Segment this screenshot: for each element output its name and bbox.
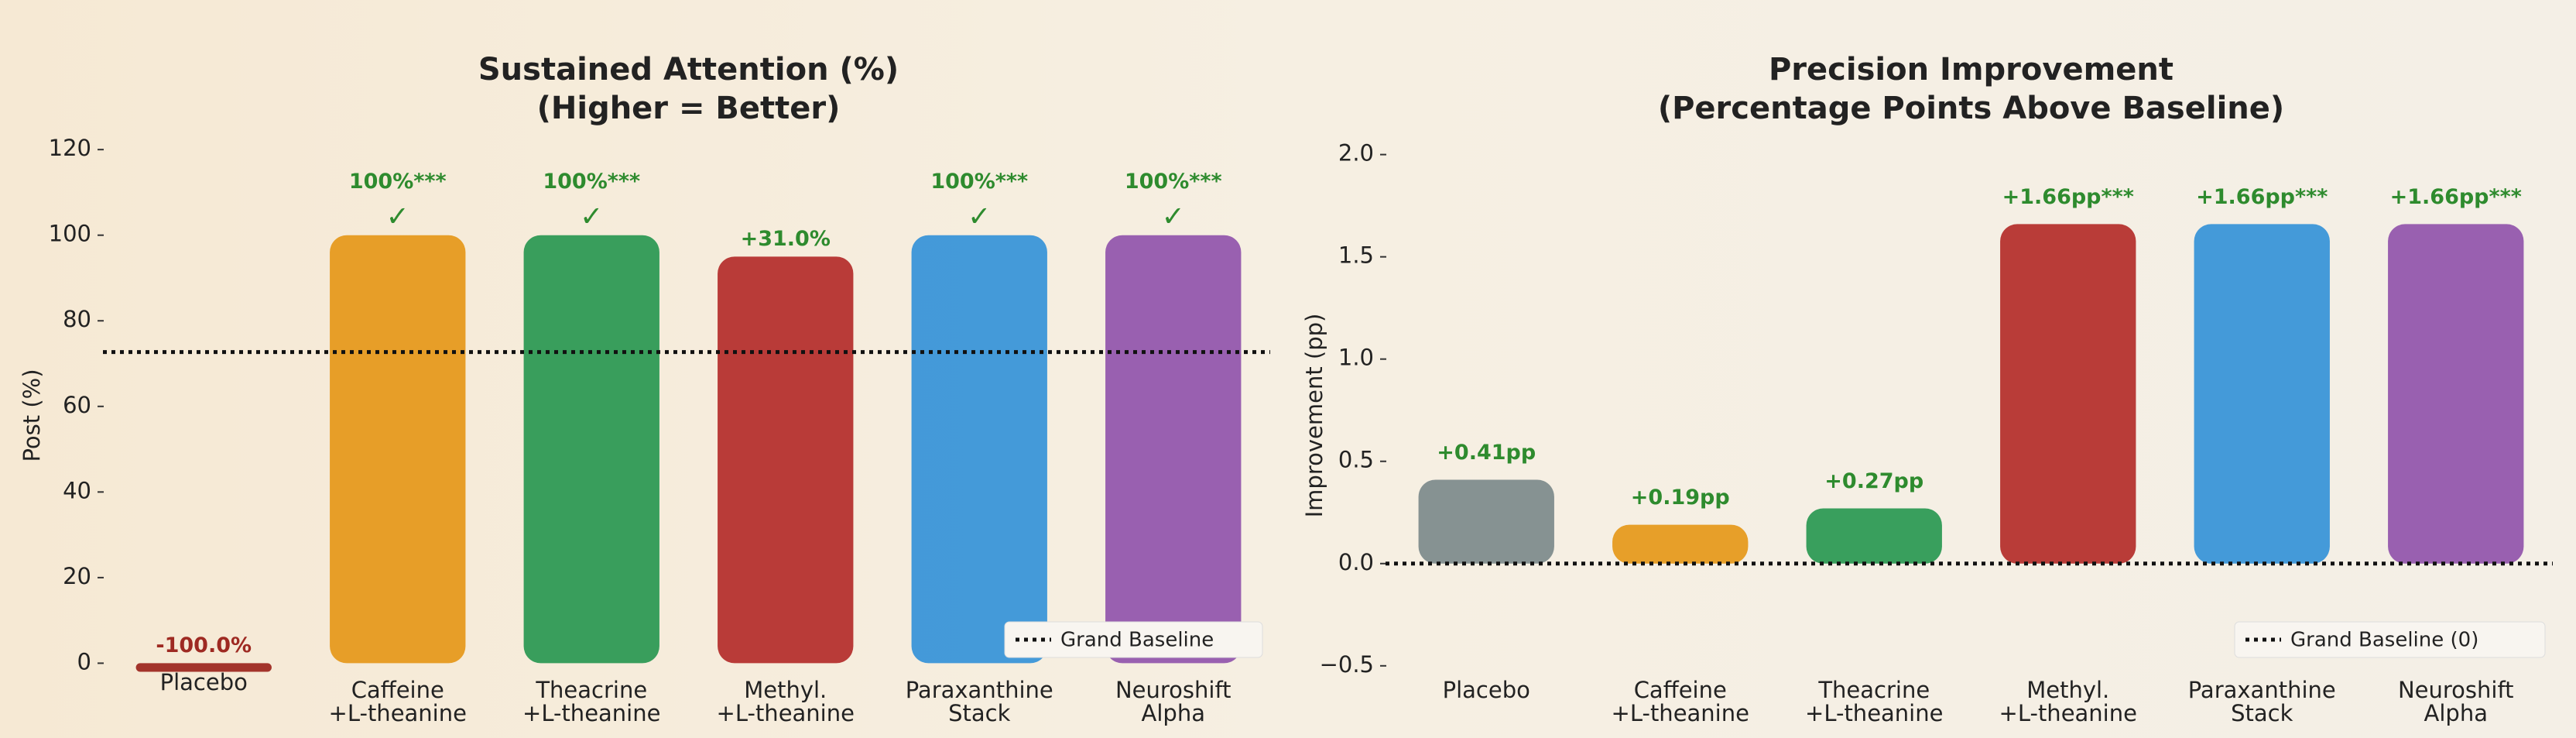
x-tick-label: +L-theanine xyxy=(717,700,855,726)
x-tick-label: Stack xyxy=(2231,700,2293,726)
x-tick-label: +L-theanine xyxy=(1805,700,1943,726)
y-tick-label: 40 xyxy=(63,477,91,503)
x-tick-label: Placebo xyxy=(1443,677,1530,703)
annotation: 100%*** xyxy=(930,170,1028,194)
annotation: 100%*** xyxy=(1125,170,1222,194)
annotation: 100%*** xyxy=(543,170,640,194)
x-tick-label: Caffeine xyxy=(1634,677,1727,703)
bar xyxy=(135,663,272,672)
y-tick-label: 1.5 xyxy=(1338,242,1374,269)
annotation: ✓ xyxy=(968,201,991,233)
x-tick-label: +L-theanine xyxy=(329,700,467,726)
x-tick-label: Neuroshift xyxy=(2398,677,2514,703)
bar xyxy=(718,256,854,664)
annotation: ✓ xyxy=(1162,201,1185,233)
bar xyxy=(2388,224,2524,564)
annotation: ✓ xyxy=(580,201,603,233)
bar xyxy=(1105,235,1242,664)
x-tick-label: Alpha xyxy=(1142,700,1205,726)
y-tick-label: 120 xyxy=(49,135,91,161)
value-label: +0.27pp xyxy=(1824,469,1923,493)
x-tick-label: Placebo xyxy=(160,669,248,695)
x-tick-label: Theacrine xyxy=(535,677,647,703)
y-tick-label: 0.0 xyxy=(1338,549,1374,575)
bar xyxy=(1806,508,1942,564)
y-tick-label: 20 xyxy=(63,563,91,589)
bar xyxy=(2194,224,2330,564)
x-tick-label: +L-theanine xyxy=(522,700,660,726)
chart-title: (Higher = Better) xyxy=(537,91,841,126)
y-axis-label: Improvement (pp) xyxy=(1301,314,1327,518)
bar xyxy=(911,235,1047,664)
x-tick-label: +L-theanine xyxy=(1999,700,2137,726)
annotation: +31.0% xyxy=(741,227,831,251)
value-label: +1.66pp*** xyxy=(2002,185,2134,209)
x-tick-label: Methyl. xyxy=(744,677,827,703)
y-tick-label: 100 xyxy=(49,221,91,247)
y-tick-label: 80 xyxy=(63,306,91,332)
x-tick-label: Paraxanthine xyxy=(906,677,1053,703)
x-tick-label: Caffeine xyxy=(351,677,444,703)
legend-label: Grand Baseline (0) xyxy=(2290,629,2478,652)
annotation: ✓ xyxy=(386,201,409,233)
x-tick-label: +L-theanine xyxy=(1612,700,1749,726)
value-label: +1.66pp*** xyxy=(2196,185,2328,209)
value-label: +0.41pp xyxy=(1437,441,1536,465)
value-label: +0.19pp xyxy=(1631,486,1730,510)
annotation: 100%*** xyxy=(349,170,447,194)
y-tick-label: 1.0 xyxy=(1338,345,1374,371)
bar xyxy=(523,235,659,664)
x-tick-label: Methyl. xyxy=(2026,677,2109,703)
legend-box xyxy=(2234,621,2546,658)
x-tick-label: Alpha xyxy=(2424,700,2488,726)
legend-label: Grand Baseline xyxy=(1060,629,1214,652)
bar xyxy=(1612,524,1749,564)
y-tick-label: −0.5 xyxy=(1320,651,1374,678)
y-tick-label: 0.5 xyxy=(1338,447,1374,473)
x-tick-label: Paraxanthine xyxy=(2188,677,2336,703)
y-tick-label: 2.0 xyxy=(1338,140,1374,166)
x-tick-label: Stack xyxy=(948,700,1010,726)
y-axis-label: Post (%) xyxy=(19,369,45,462)
legend-box xyxy=(1004,621,1263,658)
bar xyxy=(2000,224,2136,564)
bar xyxy=(330,235,466,664)
chart-title: (Percentage Points Above Baseline) xyxy=(1658,91,2284,126)
bar xyxy=(1418,479,1554,564)
value-label: +1.66pp*** xyxy=(2390,185,2522,209)
chart-title: Sustained Attention (%) xyxy=(478,52,899,88)
chart-title: Precision Improvement xyxy=(1769,52,2174,88)
y-tick-label: 60 xyxy=(63,392,91,418)
y-tick-label: 0 xyxy=(77,648,91,674)
x-tick-label: Neuroshift xyxy=(1115,677,1231,703)
annotation: -100.0% xyxy=(156,633,252,657)
x-tick-label: Theacrine xyxy=(1817,677,1930,703)
